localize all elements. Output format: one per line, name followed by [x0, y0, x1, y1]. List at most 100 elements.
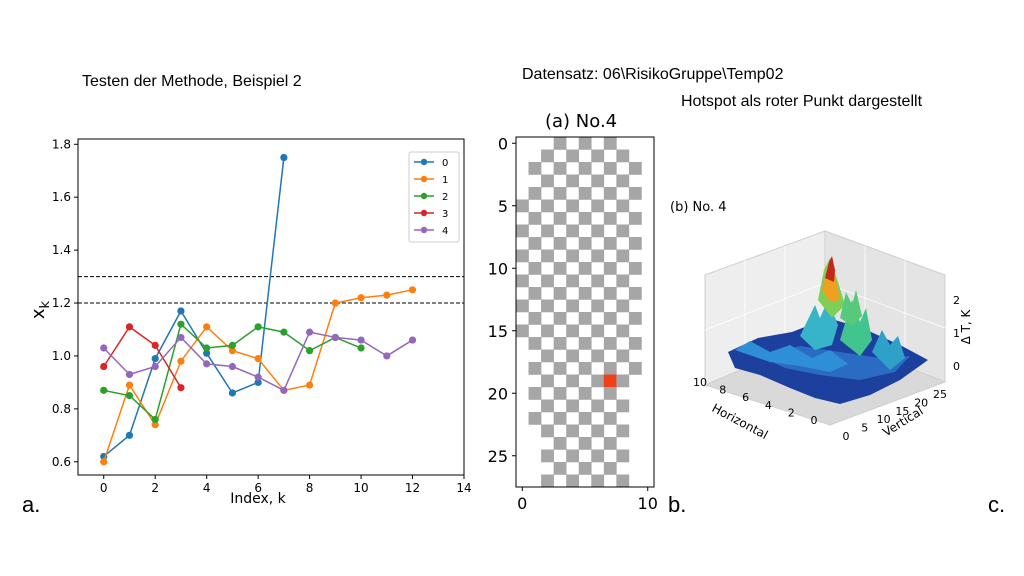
sensor-cell [603, 137, 617, 150]
sensor-cell [541, 449, 554, 463]
sensor-cell [553, 462, 567, 475]
data-point [228, 341, 236, 349]
sensor-cell [541, 224, 554, 238]
legend-marker [420, 209, 428, 217]
surface-vertical-tick: 20 [914, 396, 928, 409]
sensor-cell [541, 174, 554, 188]
surface-vertical-tick: 0 [843, 430, 850, 443]
x-tick-label: 6 [254, 481, 262, 495]
dataset-path: Datensatz: 06\RisikoGruppe\Temp02 [522, 66, 784, 83]
sensor-cell [603, 262, 617, 275]
sensor-cell [528, 212, 542, 225]
x-tick-label: 2 [151, 481, 159, 495]
sensor-cell [553, 162, 567, 175]
data-point [254, 323, 262, 331]
sensor-cell [591, 349, 605, 363]
sensor-cell [628, 237, 642, 250]
grid-x-tick-label: 0 [517, 494, 527, 513]
data-point [125, 323, 134, 331]
data-point [228, 362, 236, 371]
sensor-cell [566, 299, 580, 313]
hotspot-note: Hotspot als roter Punkt dargestellt [681, 93, 923, 110]
sensor-cell [553, 287, 567, 300]
x-tick-label: 0 [100, 481, 108, 495]
sensor-cell [566, 249, 580, 263]
sensor-cell [591, 224, 605, 238]
surface-horizontal-tick: 2 [788, 406, 795, 419]
sensor-cell [578, 137, 592, 150]
sensor-cell [528, 162, 542, 175]
surface-z-tick: 0 [953, 360, 960, 373]
x-tick-label: 10 [353, 481, 368, 495]
surface-horizontal-tick: 10 [693, 376, 707, 389]
sensor-cell [628, 287, 642, 300]
sensor-cell [541, 149, 554, 163]
grid-y-tick-label: 10 [488, 259, 508, 278]
panel-b-title: (b) No. 4 [670, 200, 727, 215]
surface-vertical-tick: 15 [895, 405, 909, 418]
sensor-cell [541, 274, 554, 288]
data-point [100, 362, 108, 371]
temperature-surface [728, 256, 928, 404]
sensor-cell [516, 224, 529, 238]
data-point [357, 336, 365, 344]
grid-x-tick-label: 10 [638, 494, 658, 513]
sensor-cell [528, 287, 542, 300]
sensor-cell [528, 337, 542, 350]
data-point [306, 328, 314, 336]
data-point [408, 336, 417, 344]
sensor-cell [541, 374, 554, 388]
data-point [203, 360, 211, 368]
sensor-cell [616, 199, 630, 213]
data-point [177, 384, 185, 392]
sensor-cell [628, 187, 642, 200]
sensor-cell [553, 387, 567, 400]
sensor-cell [616, 399, 630, 413]
data-point [100, 458, 108, 466]
data-point [280, 153, 288, 162]
data-point [203, 344, 211, 352]
surface-ridge-back [840, 290, 862, 326]
data-point [125, 431, 134, 439]
sensor-cell [616, 324, 630, 338]
sensor-cell [616, 299, 630, 313]
sensor-cell [578, 387, 592, 400]
panel-label-b: b. [668, 492, 687, 517]
sensor-cell [603, 362, 617, 375]
sensor-cell [628, 212, 642, 225]
y-tick-label: 1.4 [52, 243, 71, 257]
series-4 [100, 328, 417, 394]
surface-vertical-tick: 5 [861, 422, 868, 435]
x-tick-label: 12 [405, 481, 420, 495]
sensor-cell [591, 474, 605, 488]
series-line-0 [103, 157, 285, 458]
sensor-cell [553, 412, 567, 425]
legend-marker [420, 175, 428, 183]
sensor-cell [616, 449, 630, 463]
sensor-cell [628, 362, 642, 375]
sensor-cell [603, 337, 617, 350]
x-tick-label: 4 [203, 481, 211, 495]
y-axis-label-main: x [28, 308, 49, 319]
sensor-cell [591, 374, 605, 388]
surface-vertical-tick: 25 [933, 388, 947, 401]
y-tick-label: 0.6 [52, 455, 71, 469]
sensor-cell [516, 274, 529, 288]
sensor-cell [616, 249, 630, 263]
sensor-cell [578, 362, 592, 375]
sensor-cell [566, 449, 580, 463]
data-point [177, 320, 185, 328]
sensor-cell [566, 274, 580, 288]
data-point [357, 294, 365, 302]
data-point [151, 341, 159, 349]
sensor-cell [603, 237, 617, 250]
sensor-cell [553, 212, 567, 225]
sensor-cell [541, 249, 554, 263]
panel-a-title: (a) No.4 [545, 111, 618, 132]
data-point [100, 344, 108, 352]
data-point [254, 354, 262, 363]
data-point [151, 421, 159, 429]
sensor-cell [578, 162, 592, 175]
data-point [383, 291, 391, 299]
line-chart-frame [77, 138, 465, 476]
